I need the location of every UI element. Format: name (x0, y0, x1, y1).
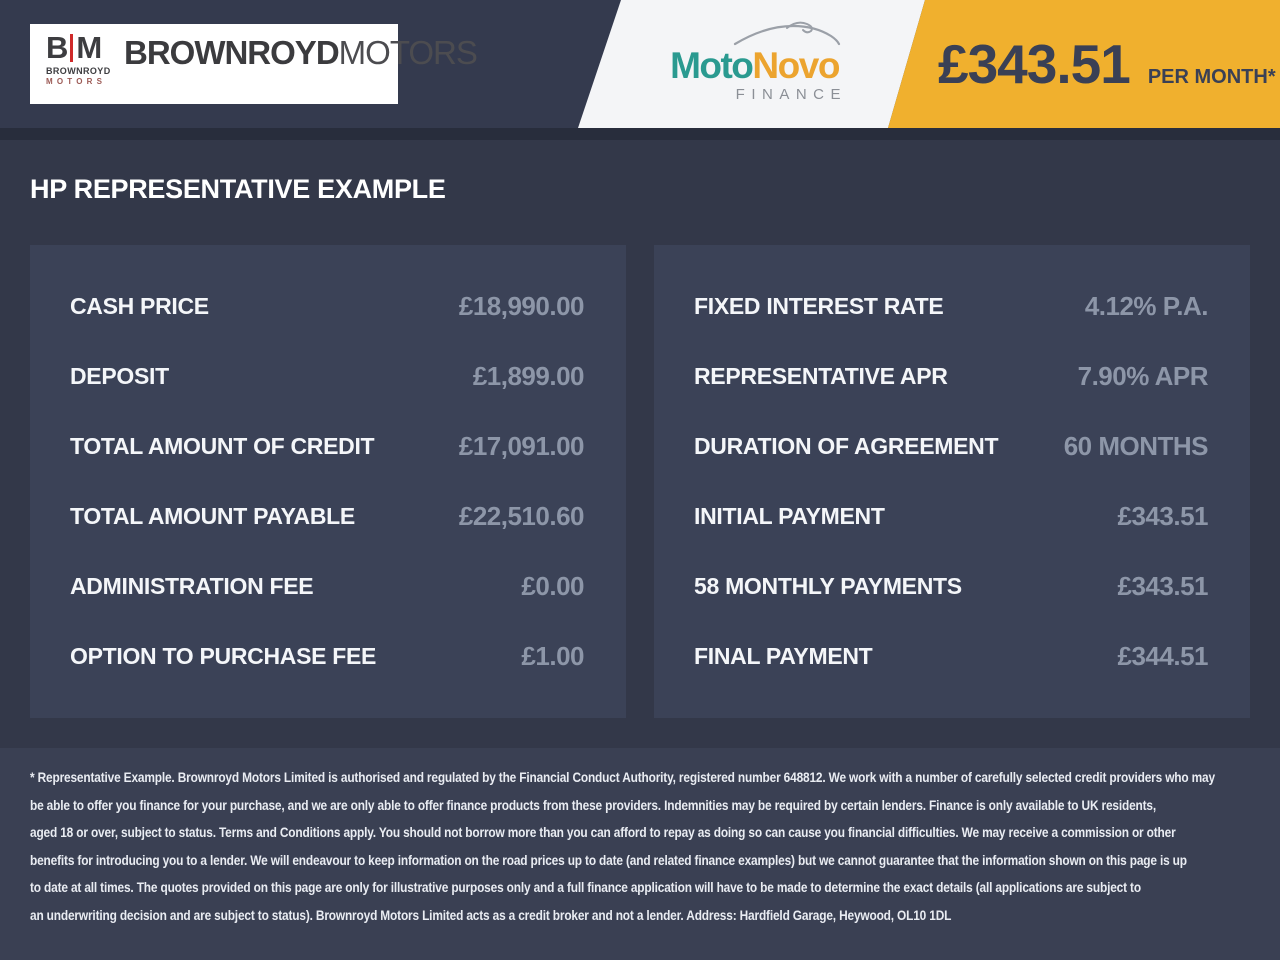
row-label: OPTION TO PURCHASE FEE (70, 643, 377, 669)
table-row: CASH PRICE £18,990.00 (70, 272, 585, 342)
header-divider (0, 128, 1280, 140)
dealer-emblem-initial-b: B (46, 30, 68, 65)
table-row: FINAL PAYMENT £344.51 (694, 622, 1209, 692)
row-label: CASH PRICE (70, 293, 209, 319)
table-row: DEPOSIT £1,899.00 (70, 342, 585, 412)
row-value: £343.51 (1117, 571, 1209, 601)
row-value: £344.51 (1117, 641, 1209, 671)
row-label: DURATION OF AGREEMENT (694, 433, 999, 459)
row-value: 7.90% APR (1077, 361, 1209, 391)
monthly-price: £343.51 PER MONTH* (938, 0, 1276, 128)
dealer-emblem-sub: MOTORS (46, 77, 107, 86)
main-content: HP REPRESENTATIVE EXAMPLE CASH PRICE £18… (0, 140, 1280, 718)
page-title: HP REPRESENTATIVE EXAMPLE (30, 174, 446, 204)
row-value: £343.51 (1117, 501, 1209, 531)
finance-logo: MotoNovo FINANCE (662, 18, 847, 103)
dealer-emblem: B M BROWNROYD MOTORS (46, 30, 111, 86)
finance-logo-moto: Moto (670, 45, 754, 86)
car-outline-icon (733, 21, 841, 46)
header-white-band (578, 0, 925, 128)
disclaimer-line: be able to offer you finance for your pu… (30, 796, 1157, 813)
panel-terms: FIXED INTEREST RATE 4.12% P.A. REPRESENT… (654, 245, 1250, 718)
row-value: £18,990.00 (458, 291, 585, 321)
dealer-logo: B M BROWNROYD MOTORS BROWNROYDMOTORS (30, 24, 478, 104)
table-row: ADMINISTRATION FEE £0.00 (70, 552, 584, 622)
row-value: £0.00 (521, 571, 584, 601)
monthly-price-period: PER MONTH* (1147, 65, 1276, 88)
table-row: OPTION TO PURCHASE FEE £1.00 (70, 622, 584, 692)
row-value: 60 MONTHS (1063, 431, 1209, 461)
table-row: 58 MONTHLY PAYMENTS £343.51 (694, 552, 1209, 622)
row-label: ADMINISTRATION FEE (70, 573, 314, 599)
table-row: INITIAL PAYMENT £343.51 (694, 482, 1209, 552)
table-row: REPRESENTATIVE APR 7.90% APR (694, 342, 1209, 412)
row-label: TOTAL AMOUNT PAYABLE (70, 503, 355, 529)
finance-panels: CASH PRICE £18,990.00 DEPOSIT £1,899.00 … (30, 245, 1250, 718)
finance-logo-wordmark: MotoNovo (662, 45, 847, 86)
row-label: TOTAL AMOUNT OF CREDIT (70, 433, 375, 459)
disclaimer-line: to date at all times. The quotes provide… (30, 879, 1141, 895)
dealer-name-bold: BROWNROYD (124, 34, 340, 71)
row-label: 58 MONTHLY PAYMENTS (694, 573, 962, 599)
table-row: DURATION OF AGREEMENT 60 MONTHS (694, 412, 1209, 482)
dealer-name: BROWNROYDMOTORS (124, 34, 478, 72)
disclaimer-line: aged 18 or over, subject to status. Term… (30, 824, 1176, 840)
disclaimer-line: * Representative Example. Brownroyd Moto… (30, 769, 1215, 785)
row-label: DEPOSIT (70, 363, 169, 389)
row-label: REPRESENTATIVE APR (694, 363, 948, 389)
finance-logo-novo: Novo (752, 45, 840, 86)
row-value: £1,899.00 (472, 361, 585, 391)
row-value: £1.00 (521, 641, 584, 671)
disclaimer-line: benefits for introducing you to a lender… (30, 851, 1187, 868)
table-row: TOTAL AMOUNT OF CREDIT £17,091.00 (70, 412, 585, 482)
table-row: FIXED INTEREST RATE 4.12% P.A. (694, 272, 1209, 342)
header: B M BROWNROYD MOTORS BROWNROYDMOTORS Mot… (0, 0, 1280, 128)
row-value: £22,510.60 (458, 501, 585, 531)
row-value: £17,091.00 (458, 431, 585, 461)
dealer-emblem-divider (70, 34, 74, 62)
row-label: FIXED INTEREST RATE (694, 293, 944, 319)
dealer-emblem-name: BROWNROYD (46, 66, 111, 76)
row-value: 4.12% P.A. (1084, 291, 1209, 321)
finance-logo-subtitle: FINANCE (735, 86, 847, 103)
dealer-name-light: MOTORS (338, 34, 478, 71)
table-row: TOTAL AMOUNT PAYABLE £22,510.60 (70, 482, 585, 552)
panel-amounts: CASH PRICE £18,990.00 DEPOSIT £1,899.00 … (30, 245, 626, 718)
disclaimer: * Representative Example. Brownroyd Moto… (0, 748, 1280, 960)
disclaimer-line: an underwriting decision and are subject… (30, 906, 952, 923)
dealer-emblem-initial-m: M (76, 30, 102, 65)
row-label: INITIAL PAYMENT (694, 503, 885, 529)
header-yellow-band (888, 0, 1280, 128)
monthly-price-amount: £343.51 (938, 33, 1131, 95)
row-label: FINAL PAYMENT (694, 643, 873, 669)
